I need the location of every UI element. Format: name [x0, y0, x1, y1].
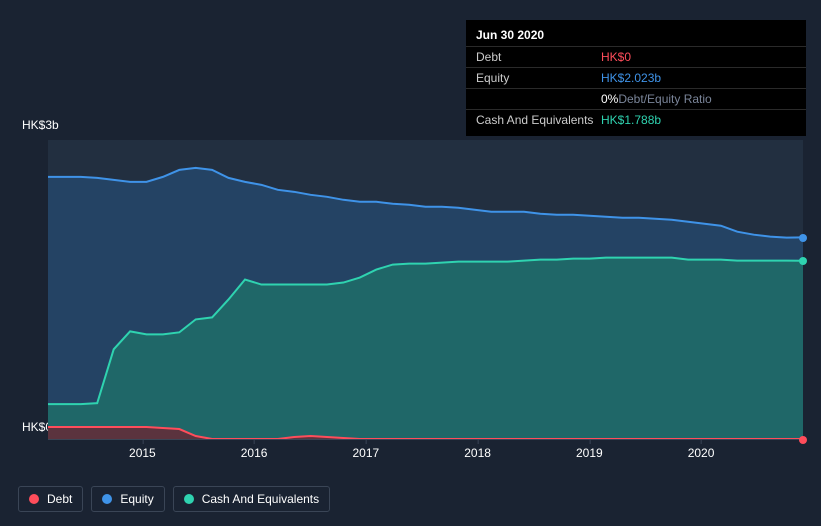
tooltip-row-value: HK$0: [601, 50, 631, 64]
tooltip-row-suffix: Debt/Equity Ratio: [618, 92, 711, 106]
tooltip-row: DebtHK$0: [466, 46, 806, 67]
chart-container: HK$3b HK$0 201520162017201820192020: [18, 118, 803, 476]
tooltip-row-label: Debt: [476, 50, 601, 64]
tooltip-date: Jun 30 2020: [466, 26, 806, 46]
x-axis-tick: 2019: [576, 446, 603, 460]
tooltip-row-value: 0%: [601, 92, 618, 106]
tooltip-row: EquityHK$2.023b: [466, 67, 806, 88]
y-axis-label-top: HK$3b: [22, 118, 59, 132]
legend-swatch: [184, 494, 194, 504]
tooltip-row-value: HK$2.023b: [601, 71, 661, 85]
legend-item[interactable]: Debt: [18, 486, 83, 512]
x-axis-tick: 2016: [241, 446, 268, 460]
legend-item[interactable]: Equity: [91, 486, 164, 512]
x-axis-tick: 2018: [464, 446, 491, 460]
tooltip-row-label: [476, 92, 601, 106]
area-chart-svg: [48, 140, 803, 439]
legend-swatch: [29, 494, 39, 504]
series-end-dot: [799, 234, 807, 242]
legend: Debt Equity Cash And Equivalents: [18, 486, 330, 512]
plot-area: [48, 140, 803, 440]
x-axis-tick: 2020: [688, 446, 715, 460]
legend-label: Cash And Equivalents: [202, 492, 319, 506]
x-axis: 2015 2016 2017 2018 2019 2020: [48, 442, 803, 462]
legend-label: Debt: [47, 492, 72, 506]
tooltip-row-label: Equity: [476, 71, 601, 85]
series-end-dot: [799, 257, 807, 265]
x-axis-tick: 2015: [129, 446, 156, 460]
legend-item[interactable]: Cash And Equivalents: [173, 486, 330, 512]
legend-label: Equity: [120, 492, 153, 506]
legend-swatch: [102, 494, 112, 504]
tooltip-row: 0% Debt/Equity Ratio: [466, 88, 806, 109]
x-axis-tick: 2017: [352, 446, 379, 460]
